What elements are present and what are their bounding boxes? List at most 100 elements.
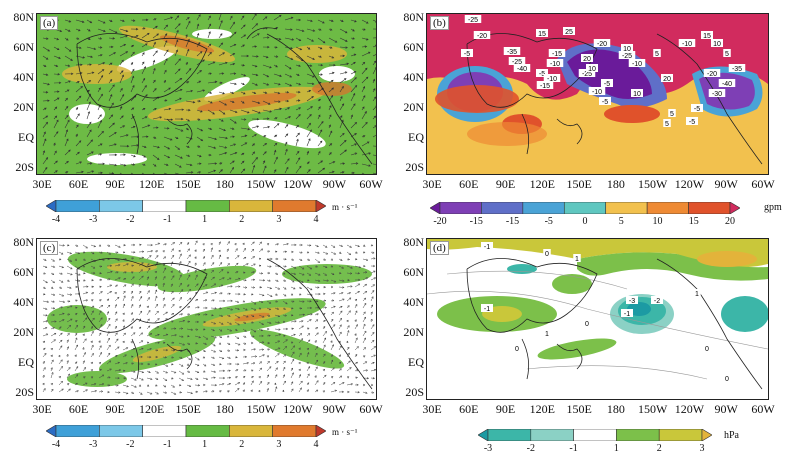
wind-vector xyxy=(178,335,184,338)
wind-vector xyxy=(114,258,121,262)
wind-vector xyxy=(354,257,358,261)
wind-vector xyxy=(306,251,310,254)
wind-vector xyxy=(98,383,105,386)
wind-vector xyxy=(152,79,156,84)
wind-vector xyxy=(196,89,206,93)
wind-vector xyxy=(170,312,175,316)
wind-vector xyxy=(266,314,271,317)
wind-vector xyxy=(234,387,240,393)
contour-label: -1 xyxy=(481,304,493,313)
lon-tick: 120W xyxy=(283,402,313,416)
wind-vector xyxy=(370,383,374,387)
wind-vector xyxy=(370,354,376,358)
wind-vector xyxy=(122,243,127,247)
wind-vector xyxy=(210,342,216,347)
wind-vector xyxy=(90,340,93,344)
wind-vector xyxy=(350,46,355,49)
wind-vector xyxy=(97,62,106,66)
wind-vector xyxy=(242,335,247,338)
wind-vector xyxy=(154,250,159,253)
wind-vector xyxy=(42,340,46,344)
wind-vector xyxy=(330,376,334,379)
wind-vector xyxy=(330,258,334,261)
wind-vector xyxy=(298,265,305,270)
wind-vector xyxy=(186,260,191,267)
lon-tick: 120W xyxy=(674,402,705,416)
wind-vector xyxy=(170,254,175,260)
wind-vector xyxy=(273,46,278,49)
wind-vector xyxy=(186,363,190,366)
wind-vector xyxy=(328,19,334,22)
contour-label: 20 xyxy=(581,54,593,63)
wind-vector xyxy=(274,300,279,303)
wind-vector xyxy=(53,55,61,59)
wind-vector xyxy=(226,277,232,281)
wind-vector xyxy=(42,314,48,317)
map-a xyxy=(36,13,377,175)
wind-vector xyxy=(273,142,278,147)
wind-vector xyxy=(306,347,310,351)
wind-vector xyxy=(82,258,86,261)
wind-vector xyxy=(226,321,233,325)
wind-vector xyxy=(229,53,236,57)
wind-vector xyxy=(122,362,129,365)
wind-vector xyxy=(295,107,302,111)
svg-text:5: 5 xyxy=(725,51,729,58)
wind-vector xyxy=(98,285,103,289)
wind-vector xyxy=(130,384,137,388)
wind-vector xyxy=(258,321,265,325)
lon-tick: 60W xyxy=(359,402,383,416)
wind-vector xyxy=(330,311,334,316)
wind-vector xyxy=(306,279,310,282)
wind-vector xyxy=(138,283,141,288)
wind-vector xyxy=(138,243,142,247)
wind-vector xyxy=(106,278,111,281)
wind-vector xyxy=(322,299,327,302)
wind-vector xyxy=(58,345,63,351)
wind-vector xyxy=(346,305,350,309)
wind-vector xyxy=(64,72,74,76)
wind-vector xyxy=(130,355,134,358)
wind-vector xyxy=(328,55,335,59)
wind-vector xyxy=(66,305,73,309)
wind-vector xyxy=(202,356,206,359)
wind-vector xyxy=(290,372,294,379)
wind-vector xyxy=(328,152,332,156)
wind-vector xyxy=(82,317,88,323)
wind-vector xyxy=(42,333,49,337)
wind-vector xyxy=(82,389,89,393)
wind-vector xyxy=(152,163,157,167)
wind-vector xyxy=(194,256,197,260)
wind-vector xyxy=(234,362,240,366)
wind-vector xyxy=(194,328,199,331)
wind-vector xyxy=(328,37,338,43)
wind-vector xyxy=(306,286,313,291)
lon-tick: 60E xyxy=(459,402,479,416)
wind-vector xyxy=(266,279,271,282)
wind-vector xyxy=(354,353,358,358)
wind-vector xyxy=(152,145,160,149)
lat-tick: 40N xyxy=(403,70,424,84)
wind-vector xyxy=(42,107,47,111)
wind-vector xyxy=(50,347,53,351)
colorbar-tick: 5 xyxy=(618,216,624,227)
wind-vector xyxy=(130,391,135,394)
wind-vector xyxy=(130,362,135,365)
wind-vector xyxy=(317,160,324,165)
wind-vector xyxy=(154,310,159,316)
wind-vector xyxy=(97,130,104,138)
wind-vector xyxy=(234,242,237,246)
wind-vector xyxy=(64,28,71,32)
wind-vector xyxy=(346,390,350,394)
svg-text:-25: -25 xyxy=(622,53,632,60)
wind-vector xyxy=(262,64,272,69)
wind-vector xyxy=(266,321,272,324)
wind-vector xyxy=(339,162,346,165)
wind-vector xyxy=(354,391,361,394)
wind-vector xyxy=(114,318,118,323)
wind-vector xyxy=(266,348,271,351)
wind-vector xyxy=(338,354,341,358)
wind-vector xyxy=(66,383,70,386)
wind-vector xyxy=(196,136,204,142)
wind-vector xyxy=(97,143,103,147)
